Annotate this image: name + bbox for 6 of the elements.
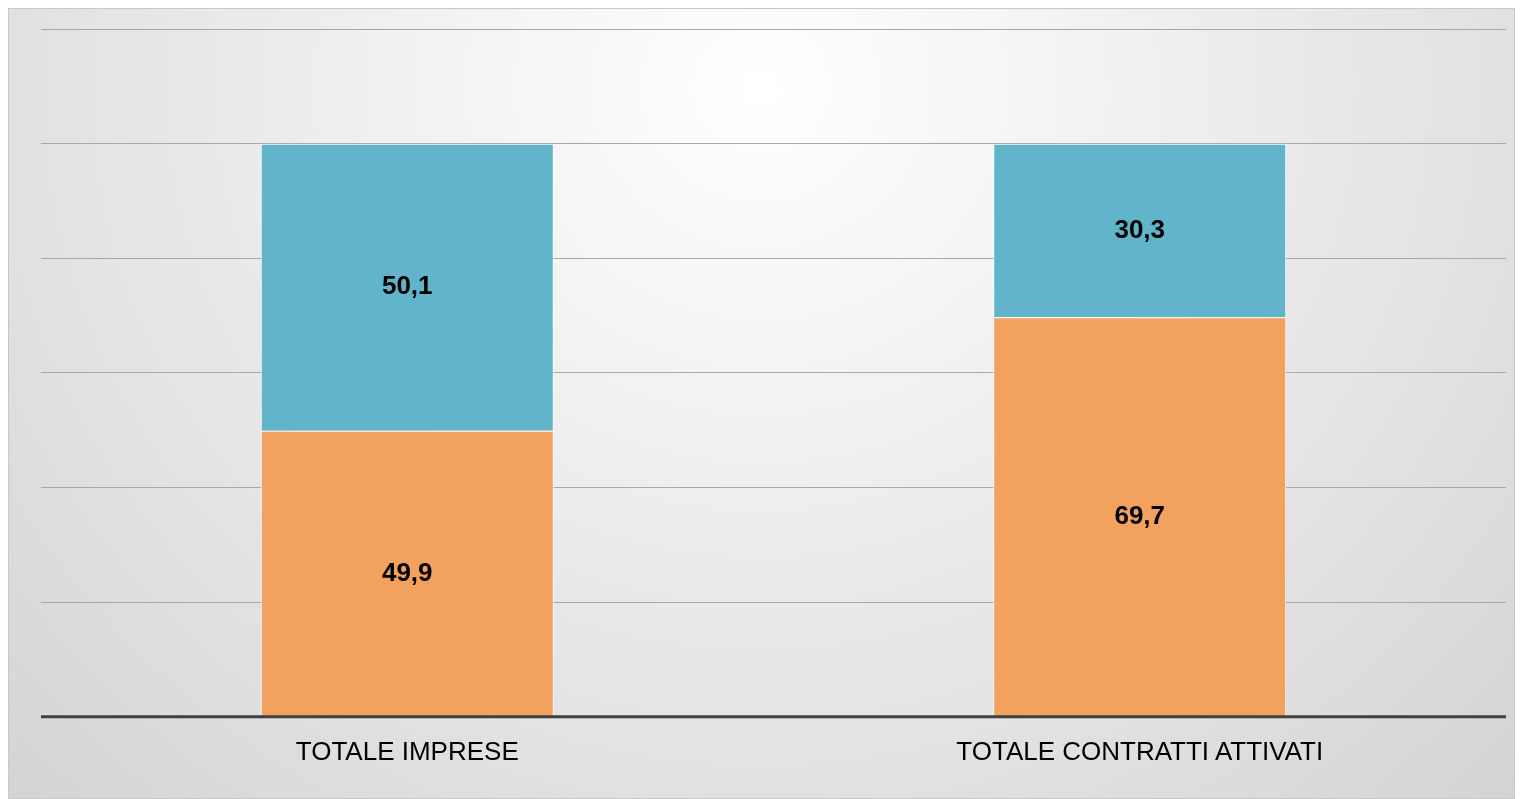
data-label: 49,9 (381, 556, 433, 587)
data-label: 30,3 (1114, 213, 1166, 244)
x-tick-label: TOTALE CONTRATTI ATTIVATI (956, 735, 1324, 766)
data-label: 69,7 (1114, 499, 1166, 530)
x-tick-label: TOTALE IMPRESE (295, 735, 519, 766)
data-label: 50,1 (381, 270, 433, 301)
